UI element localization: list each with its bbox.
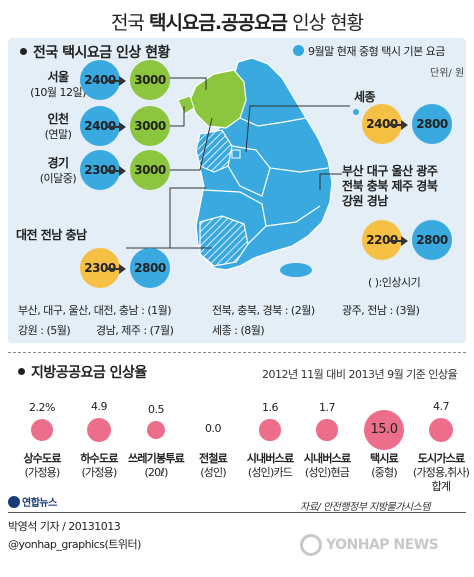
rate-label-sub2: 합계 bbox=[431, 480, 451, 493]
rate-label: 도시가스료 (가정용,취사) 합계 bbox=[411, 452, 471, 494]
arrow-icon bbox=[106, 264, 126, 274]
bullet-icon bbox=[18, 367, 25, 375]
rate-label: 전철료 (성인) bbox=[183, 452, 243, 480]
fare-section-title: 전국 택시요금 인상 현황 bbox=[20, 42, 170, 62]
region-daejeon-group-label: 대전 전남 충남 bbox=[16, 228, 87, 242]
region-gyeonggi-label: 경기 (이달중) bbox=[39, 156, 77, 185]
timing-note: ( ):인상시기 bbox=[368, 276, 421, 289]
rate-label-name: 전철료 bbox=[199, 452, 228, 465]
rate-value: 4.7 bbox=[433, 399, 450, 413]
rate-label: 시내버스료 (성인)현금 bbox=[297, 452, 357, 480]
rate-dot bbox=[31, 419, 53, 441]
unit-label: 단위/ 원 bbox=[430, 68, 465, 79]
arrow-icon bbox=[106, 122, 126, 132]
page-title: 전국 택시요금.공공요금 인상 현황 bbox=[110, 12, 364, 34]
rate-label-name: 도시가스료 bbox=[417, 452, 465, 465]
rate-dot bbox=[86, 417, 112, 443]
rate-label: 상수도료 (가정용) bbox=[12, 452, 72, 480]
map-sejong bbox=[231, 149, 241, 159]
bottom-rule bbox=[8, 512, 466, 513]
rate-dot bbox=[364, 410, 404, 450]
region-incheon-label: 인천 (연말) bbox=[44, 112, 72, 141]
region-sejong-label: 세종 bbox=[354, 90, 376, 104]
arrow-icon bbox=[106, 76, 126, 86]
rate-label-name: 택시료 bbox=[370, 452, 399, 465]
rate-value: 4.9 bbox=[91, 399, 108, 413]
seoul-to-bubble: 3000 bbox=[130, 60, 170, 100]
incheon-to-bubble: 3000 bbox=[130, 106, 170, 146]
rate-dot bbox=[316, 419, 338, 441]
map-ulleung bbox=[353, 109, 359, 115]
rate-label: 택시료 (중형) bbox=[354, 452, 414, 480]
rate-dot bbox=[428, 417, 454, 443]
yonhap-logo: 연합뉴스 bbox=[8, 494, 70, 510]
rate-label-sub: (성인)현금 bbox=[304, 466, 350, 479]
rate-value: 0.5 bbox=[148, 402, 165, 416]
rate-label-sub: (성인)카드 bbox=[247, 466, 293, 479]
legend-text: 9월말 현재 중형 택시 기본 요금 bbox=[308, 45, 445, 58]
rate-label: 시내버스료 (성인)카드 bbox=[240, 452, 300, 480]
rate-value: 15.0 bbox=[370, 422, 398, 437]
rate-label-sub: (20ℓ) bbox=[144, 466, 168, 479]
rate-label-sub: (가정용,취사) bbox=[412, 466, 470, 479]
rate-label-sub: (가정용) bbox=[81, 466, 118, 479]
gyeonggi-from-bubble: 2300 bbox=[80, 150, 120, 190]
arrow-icon bbox=[388, 120, 408, 130]
region-seoul-label: 서울 (10월 12일) bbox=[30, 70, 86, 99]
busan-to-bubble: 2800 bbox=[412, 220, 452, 260]
info-line-1c: 광주, 전남 : (3월) bbox=[342, 304, 420, 317]
info-line-1a: 부산, 대구, 울산, 대전, 충남 : (1월) bbox=[18, 304, 172, 317]
map-chungnam bbox=[195, 129, 233, 173]
rate-label-sub: (중형) bbox=[371, 466, 397, 479]
arrow-icon bbox=[388, 236, 408, 246]
byline-twitter: @yonhap_graphics(트위터) bbox=[8, 538, 141, 551]
info-line-2b: 경남, 제주 : (7월) bbox=[96, 324, 174, 337]
rate-value: 1.7 bbox=[319, 401, 336, 415]
sejong-to-bubble: 2800 bbox=[412, 104, 452, 144]
rate-label-name: 하수도료 bbox=[80, 452, 118, 465]
arrow-icon bbox=[106, 166, 126, 176]
rate-label: 하수도료 (가정용) bbox=[69, 452, 129, 480]
rate-label-name: 상수도료 bbox=[23, 452, 61, 465]
region-busan-group-label: 부산 대구 울산 광주 전북 충북 제주 경북 강원 경남 bbox=[342, 164, 438, 208]
rate-section-note: 2012년 11월 대비 2013년 9월 기준 인상율 bbox=[262, 368, 458, 381]
watermark: YONHAP NEWS bbox=[300, 534, 439, 556]
yonhap-logo-icon bbox=[8, 496, 20, 508]
byline-reporter: 박영석 기자 / 20131013 bbox=[8, 520, 121, 533]
rate-label: 쓰레기봉투료 (20ℓ) bbox=[126, 452, 186, 480]
map-jeonnam bbox=[199, 215, 249, 267]
rate-label-name: 쓰레기봉투료 bbox=[128, 452, 185, 465]
gyeonggi-to-bubble: 3000 bbox=[130, 150, 170, 190]
rate-label-sub: (가정용) bbox=[24, 466, 61, 479]
map-jeju bbox=[280, 263, 312, 277]
watermark-logo-icon bbox=[300, 534, 322, 556]
rate-section-title: 지방공공요금 인상율 bbox=[18, 362, 147, 382]
map-gyeonggi bbox=[189, 69, 247, 129]
rate-label-name: 시내버스료 bbox=[246, 452, 294, 465]
map-incheon bbox=[177, 95, 195, 115]
section-divider bbox=[8, 352, 466, 353]
bullet-icon bbox=[20, 47, 27, 55]
rate-value: 1.6 bbox=[262, 401, 279, 415]
info-line-2c: 세종 : (8월) bbox=[212, 324, 265, 337]
info-line-1b: 전북, 충북, 경북 : (2월) bbox=[212, 304, 315, 317]
rate-value: 0.0 bbox=[205, 422, 222, 435]
info-line-2a: 강원 : (5월) bbox=[18, 324, 71, 337]
legend-blue-dot bbox=[293, 45, 304, 56]
rate-value: 2.2% bbox=[29, 401, 55, 415]
daejeon-to-bubble: 2800 bbox=[130, 248, 170, 288]
rate-dot bbox=[146, 420, 166, 440]
rate-label-name: 시내버스료 bbox=[303, 452, 351, 465]
source-note: 자료/ 안전행정부 지방물가시스템 bbox=[300, 502, 431, 513]
rate-label-sub: (성인) bbox=[200, 466, 226, 479]
rate-dot bbox=[259, 419, 281, 441]
